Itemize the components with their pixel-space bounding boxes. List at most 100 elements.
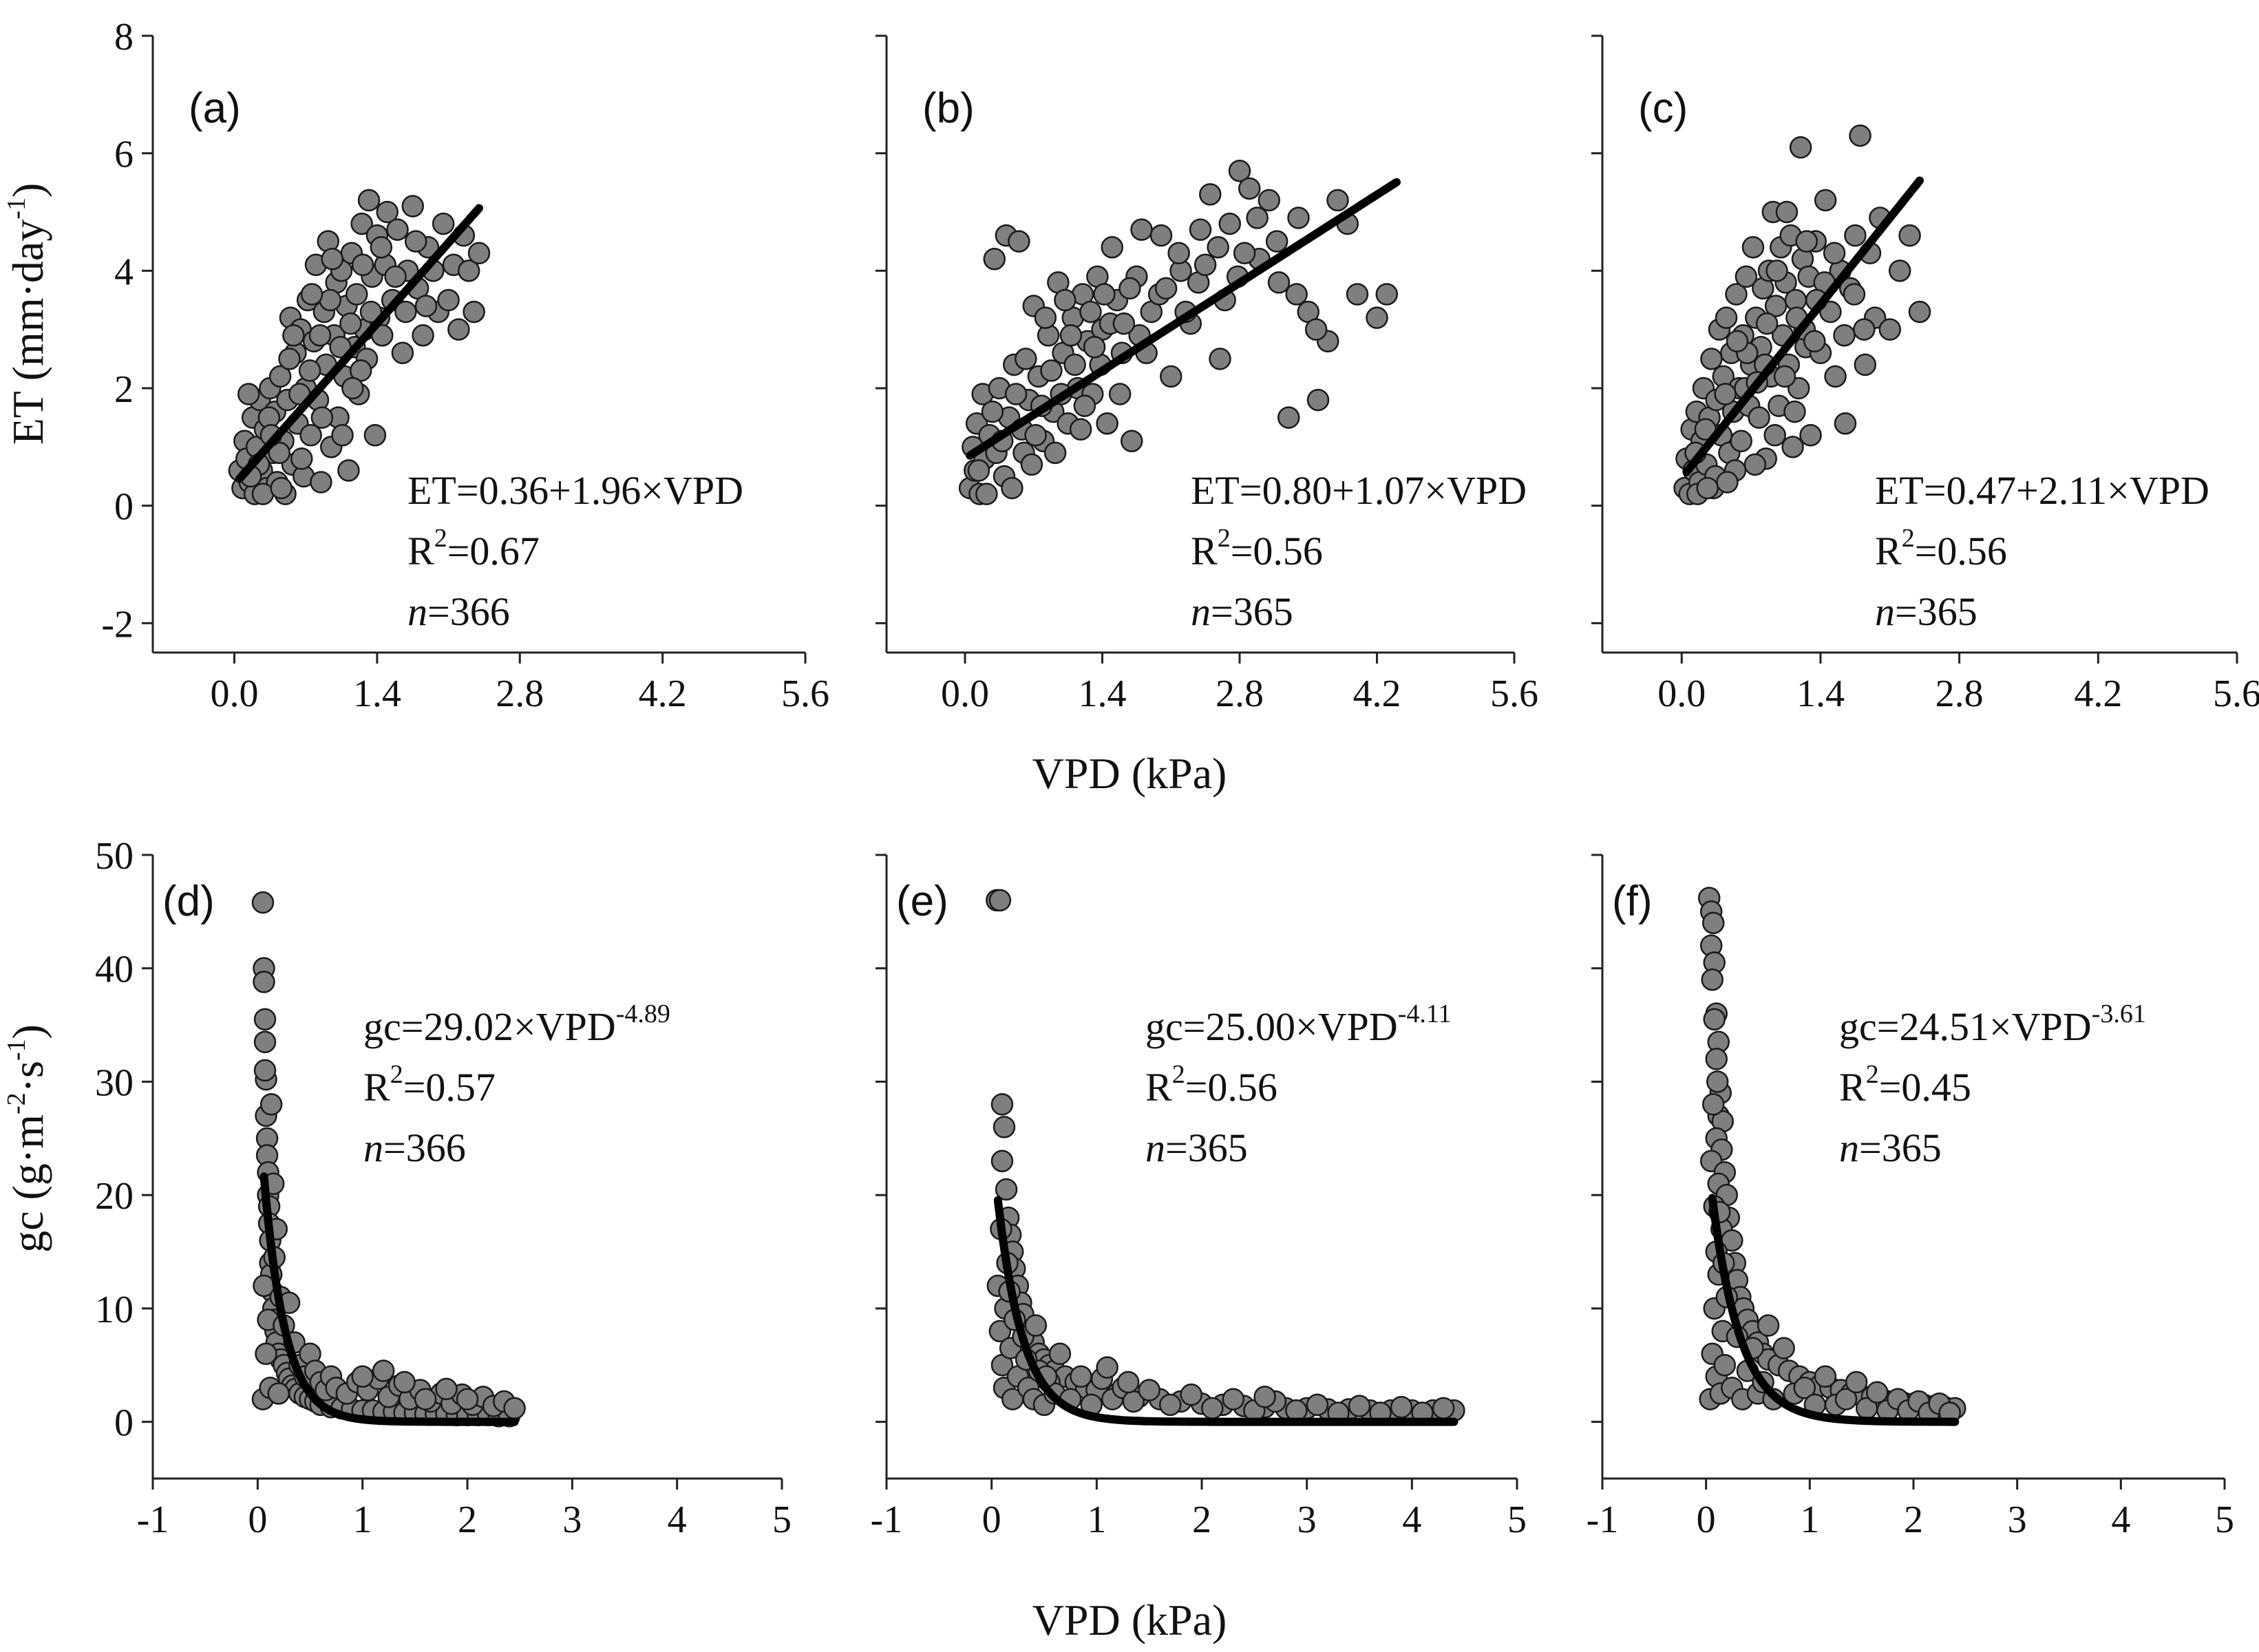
data-point xyxy=(259,1093,283,1116)
panel-label: (f) xyxy=(1612,878,1653,925)
data-point xyxy=(1130,218,1153,241)
data-point xyxy=(1112,312,1136,335)
data-point xyxy=(299,424,322,447)
data-point xyxy=(1789,136,1812,159)
fit-line xyxy=(235,204,483,483)
data-point xyxy=(370,235,393,259)
x-tick-label: 2.8 xyxy=(1216,673,1264,715)
data-point xyxy=(319,288,341,312)
data-point xyxy=(983,248,1006,271)
top-xlabel: VPD (kPa) xyxy=(1032,749,1227,798)
x-tick-label: 0.0 xyxy=(1657,673,1706,715)
x-tick-label: 1.4 xyxy=(1079,673,1127,715)
data-point xyxy=(253,1030,277,1054)
data-point xyxy=(1849,124,1871,147)
data-point xyxy=(1138,1379,1160,1401)
data-point xyxy=(384,265,407,288)
x-tick-label: 3 xyxy=(1297,1499,1317,1541)
data-point xyxy=(1898,224,1921,247)
data-point xyxy=(457,260,480,282)
x-tick-label: 1 xyxy=(353,1499,372,1541)
data-point xyxy=(1726,330,1749,352)
data-point xyxy=(995,1178,1018,1201)
data-point xyxy=(1001,476,1024,500)
data-point xyxy=(1287,206,1310,229)
data-point xyxy=(363,424,387,447)
data-point xyxy=(1701,911,1725,935)
data-point xyxy=(1715,306,1738,329)
y-tick-label: 50 xyxy=(95,835,134,878)
data-point xyxy=(990,1150,1014,1173)
data-point xyxy=(1069,418,1092,441)
data-point xyxy=(1748,406,1770,429)
data-point xyxy=(1781,436,1804,458)
panel-c: 0.0 1.4 2.8 4.2 5.6 (c) ET=0.47+2.11×VPD R2=0.5… xyxy=(1591,34,2259,715)
data-point xyxy=(1814,1365,1837,1388)
data-point xyxy=(1079,300,1102,324)
data-point xyxy=(1209,348,1231,370)
data-point xyxy=(1783,400,1806,423)
panel-label: (c) xyxy=(1638,85,1688,132)
data-point xyxy=(1888,260,1911,282)
data-point xyxy=(268,365,292,388)
fit-line xyxy=(1682,176,1924,476)
data-point xyxy=(1024,1314,1048,1337)
data-point xyxy=(1793,1376,1816,1399)
sample-size: n=366 xyxy=(407,589,510,634)
data-point xyxy=(1246,206,1269,229)
y-tick-label: 8 xyxy=(114,16,134,59)
panel-e: -1 0 1 2 3 4 5 (e) gc=25.00×VPD-4.11 R2=0.56 n=365 xyxy=(871,854,1527,1541)
data-point xyxy=(1725,283,1748,306)
data-point xyxy=(1757,1314,1780,1337)
data-point xyxy=(351,1365,374,1388)
x-tick-label: 5.6 xyxy=(781,673,829,715)
sample-size: n=366 xyxy=(363,1125,466,1170)
data-point xyxy=(351,253,374,277)
data-point xyxy=(386,218,409,241)
data-point xyxy=(346,283,368,306)
r-squared: R2=0.67 xyxy=(407,524,540,573)
panel-label: (e) xyxy=(896,878,948,925)
data-point xyxy=(308,324,332,347)
data-point xyxy=(1755,312,1779,335)
data-point xyxy=(267,1382,290,1405)
data-point xyxy=(1735,265,1758,288)
data-point xyxy=(237,383,260,405)
data-point xyxy=(376,200,399,224)
data-point xyxy=(1844,224,1867,247)
fit-equation: ET=0.36+1.96×VPD xyxy=(407,468,743,513)
y-tick-label: 4 xyxy=(114,251,134,293)
data-point xyxy=(1253,1386,1276,1408)
x-tick-label: 4.2 xyxy=(639,673,687,715)
data-point xyxy=(412,324,434,347)
data-point xyxy=(1304,318,1328,341)
data-point xyxy=(467,242,491,264)
fit-line xyxy=(259,1172,519,1426)
data-point xyxy=(1432,1397,1455,1420)
data-point xyxy=(1375,283,1398,306)
r-squared: R2=0.57 xyxy=(363,1060,496,1110)
data-point xyxy=(401,195,424,218)
data-point xyxy=(414,295,438,317)
y-tick-label: 20 xyxy=(95,1175,134,1218)
x-tick-label: 2.8 xyxy=(1935,673,1984,715)
data-point xyxy=(1158,1393,1182,1417)
x-tick-label: 1.4 xyxy=(353,673,401,715)
data-point xyxy=(1390,1395,1413,1419)
y-tick-label: 0 xyxy=(114,1402,134,1445)
data-point xyxy=(1267,271,1291,294)
y-tick-label: 30 xyxy=(95,1061,134,1104)
data-point xyxy=(1277,406,1300,429)
data-point xyxy=(1853,318,1876,341)
fit-equation: gc=29.02×VPD-4.89 xyxy=(363,999,670,1049)
y-tick-label: 6 xyxy=(114,134,134,176)
data-point xyxy=(990,1093,1014,1116)
data-point xyxy=(290,447,313,470)
x-tick-label: 3 xyxy=(562,1499,582,1541)
data-point xyxy=(1730,430,1752,453)
data-point xyxy=(1795,230,1818,253)
r-squared: R2=0.56 xyxy=(1875,524,2007,573)
data-point xyxy=(1696,476,1719,500)
data-point xyxy=(1743,453,1767,476)
data-point xyxy=(357,189,381,212)
